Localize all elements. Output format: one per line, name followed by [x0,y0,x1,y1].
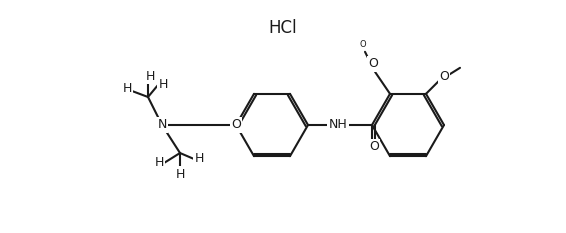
Text: NH: NH [329,119,348,131]
Text: O: O [369,140,379,154]
Text: H: H [155,157,164,169]
Text: H: H [194,153,204,165]
Text: O: O [439,70,449,83]
Text: H: H [122,82,132,96]
Text: O: O [368,57,378,70]
Text: N: N [157,119,167,131]
Text: O: O [359,40,366,49]
Text: O: O [231,119,241,131]
Text: H: H [175,168,185,181]
Text: H: H [145,69,155,82]
Text: HCl: HCl [269,19,297,37]
Text: H: H [158,79,168,92]
